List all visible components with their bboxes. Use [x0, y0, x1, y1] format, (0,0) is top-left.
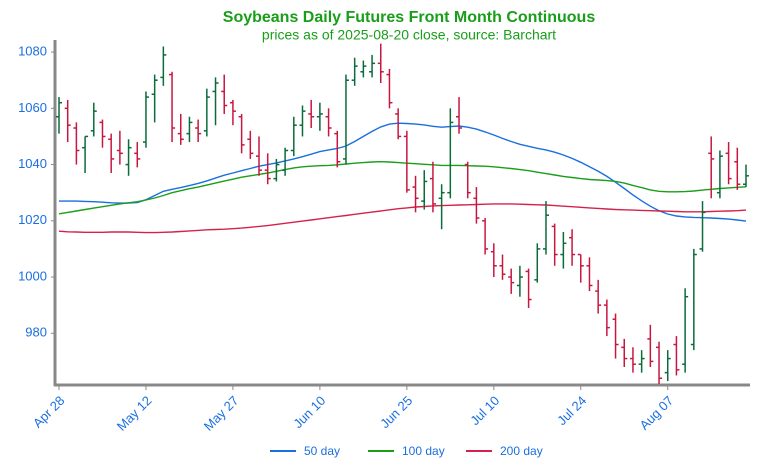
y-tick-label: 1080 [18, 44, 47, 59]
x-tick-label: May 12 [114, 393, 155, 434]
x-tick-label: Aug 07 [637, 393, 677, 433]
legend-label: 50 day [304, 444, 340, 458]
chart-subtitle: prices as of 2025-08-20 close, source: B… [262, 27, 556, 43]
x-tick-label: Jul 24 [554, 393, 589, 428]
x-tick-label: Jun 10 [290, 393, 328, 431]
moving-average-line [58, 203, 747, 234]
moving-average-line [59, 122, 747, 222]
legend-label: 100 day [402, 444, 445, 458]
moving-average-line [58, 160, 747, 215]
chart-title: Soybeans Daily Futures Front Month Conti… [223, 9, 596, 26]
y-tick-label: 1020 [18, 212, 47, 227]
x-tick-label: Apr 28 [30, 393, 68, 431]
y-tick-label: 980 [25, 325, 47, 340]
x-tick-label: Jun 25 [377, 393, 415, 431]
y-tick-label: 1040 [18, 156, 47, 171]
y-tick-label: 1060 [18, 100, 47, 115]
legend-label: 200 day [500, 444, 543, 458]
y-tick-label: 1000 [18, 268, 47, 283]
x-tick-label: May 27 [201, 393, 242, 434]
x-tick-label: Jul 10 [467, 393, 502, 428]
